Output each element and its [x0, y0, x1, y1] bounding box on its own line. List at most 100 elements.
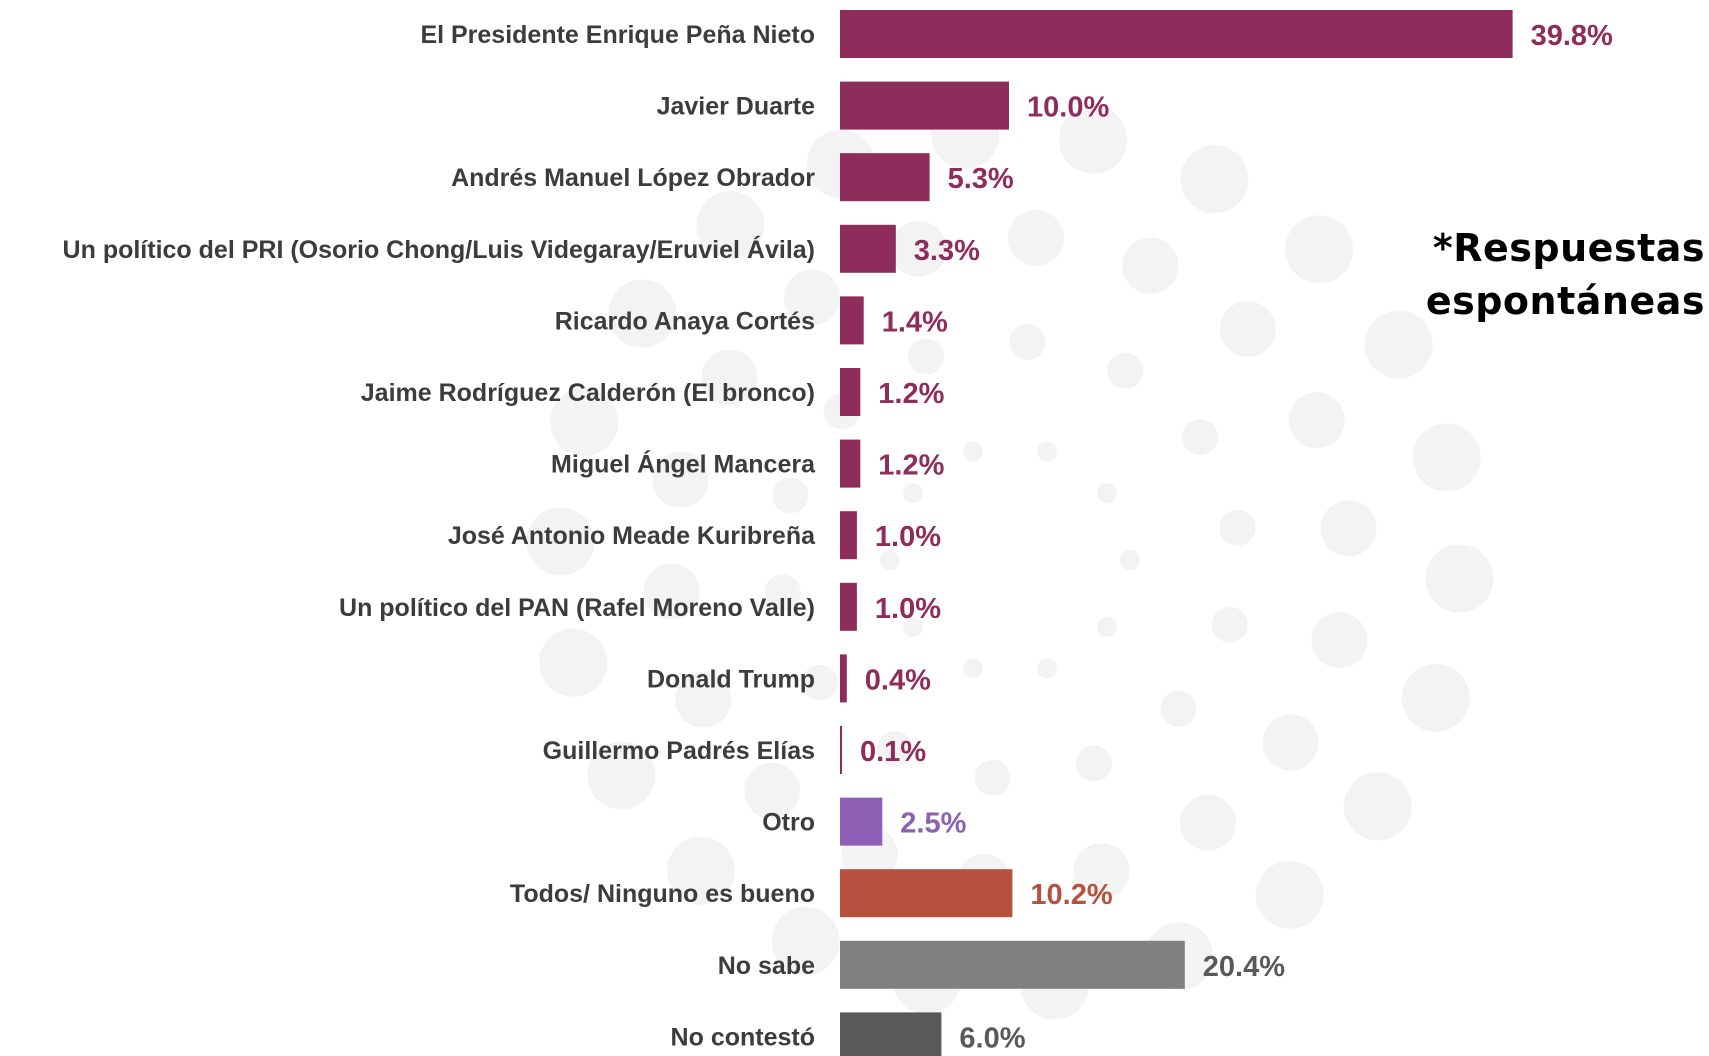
- background-circle: [1059, 105, 1128, 174]
- bar: [840, 10, 1513, 58]
- background-circle: [880, 550, 900, 570]
- bar: [840, 1012, 942, 1056]
- category-label: Ricardo Anaya Cortés: [555, 307, 815, 335]
- note-line-2: espontáneas: [1425, 279, 1705, 323]
- background-circle: [1097, 617, 1118, 637]
- category-label: Miguel Ángel Mancera: [551, 450, 816, 479]
- value-label: 1.2%: [878, 450, 944, 482]
- bar: [840, 81, 1009, 130]
- bar: [840, 797, 883, 846]
- background-circle: [1364, 310, 1433, 379]
- background-circle: [701, 349, 758, 406]
- bar: [840, 296, 864, 345]
- background-circle: [1160, 690, 1197, 727]
- value-label: 10.2%: [1030, 879, 1112, 911]
- note-line-1: *Respuestas: [1432, 226, 1705, 270]
- value-label: 20.4%: [1203, 951, 1285, 983]
- background-circle: [1037, 658, 1058, 679]
- category-label: No contestó: [671, 1023, 815, 1051]
- background-circle: [962, 658, 983, 679]
- background-circle: [1008, 209, 1064, 266]
- background-circle: [652, 451, 709, 508]
- bar: [840, 439, 861, 488]
- background-circle: [1097, 483, 1118, 503]
- background-circle: [526, 507, 595, 576]
- background-circle: [890, 220, 947, 277]
- category-label: Jaime Rodríguez Calderón (El bronco): [361, 379, 815, 407]
- background-circle: [974, 759, 1011, 796]
- background-circle: [1412, 423, 1481, 492]
- category-label: Todos/ Ninguno es bueno: [510, 880, 815, 908]
- bar: [840, 869, 1013, 918]
- value-label: 0.1%: [860, 736, 926, 768]
- value-label: 10.0%: [1027, 92, 1109, 124]
- background-circle: [772, 477, 809, 514]
- background-circle: [1311, 612, 1368, 669]
- category-label: No sabe: [718, 952, 815, 980]
- background-circle: [962, 441, 983, 462]
- background-circle: [1320, 500, 1377, 557]
- background-circle: [1120, 550, 1140, 570]
- background-circle: [1037, 441, 1058, 462]
- value-label: 3.3%: [914, 235, 980, 267]
- background-circle: [902, 483, 923, 503]
- background-circle: [908, 338, 945, 375]
- background-circle: [1009, 324, 1046, 361]
- bar: [840, 726, 842, 774]
- bar: [840, 153, 930, 202]
- value-label: 2.5%: [900, 808, 966, 840]
- background-circle: [1073, 843, 1130, 900]
- background-circle: [587, 741, 656, 810]
- category-label: El Presidente Enrique Peña Nieto: [420, 21, 815, 49]
- background-circle: [675, 671, 732, 728]
- background-circle: [1211, 606, 1248, 643]
- value-label: 0.4%: [865, 664, 931, 696]
- category-label: Guillermo Padrés Elías: [543, 737, 815, 765]
- value-label: 6.0%: [959, 1022, 1025, 1054]
- background-circle: [744, 762, 801, 819]
- background-circle: [1180, 794, 1236, 851]
- background-circle: [784, 269, 840, 326]
- background-circle: [876, 731, 913, 768]
- background-circle: [771, 906, 840, 975]
- background-circle: [1182, 419, 1219, 456]
- category-label: Un político del PRI (Osorio Chong/Luis V…: [63, 235, 815, 264]
- value-label: 39.8%: [1531, 20, 1613, 52]
- value-label: 1.2%: [878, 378, 944, 410]
- category-label: Otro: [762, 809, 815, 837]
- bar: [840, 224, 896, 273]
- bar: [840, 654, 847, 703]
- background-circle: [1122, 237, 1179, 294]
- category-label: Un político del PAN (Rafel Moreno Valle): [339, 594, 815, 622]
- bar: [840, 511, 857, 560]
- background-circle: [1219, 301, 1276, 358]
- background-circle: [764, 574, 801, 611]
- value-label: 1.0%: [875, 593, 941, 625]
- background-circle: [1343, 772, 1412, 841]
- bar: [840, 582, 857, 631]
- category-label: José Antonio Meade Kuribreña: [448, 522, 816, 550]
- bar: [840, 940, 1185, 989]
- background-circle: [1262, 714, 1319, 771]
- value-label: 5.3%: [948, 163, 1014, 195]
- category-label: Javier Duarte: [657, 93, 816, 121]
- background-circle: [608, 279, 677, 348]
- background-circle: [1288, 392, 1345, 449]
- background-circle: [1285, 215, 1354, 284]
- background-circle: [1075, 745, 1112, 782]
- background-circle: [1107, 352, 1144, 389]
- background-circle: [1401, 664, 1470, 732]
- category-label: Donald Trump: [647, 665, 815, 693]
- background-circle: [1255, 860, 1324, 929]
- spontaneous-answers-note: *Respuestas espontáneas: [1345, 222, 1705, 328]
- background-circle: [696, 191, 765, 260]
- background-circle: [550, 388, 619, 456]
- background-circle: [801, 664, 838, 701]
- background-circle: [1425, 544, 1494, 613]
- value-label: 1.4%: [882, 306, 948, 338]
- background-circle: [539, 628, 608, 697]
- background-circle: [1180, 145, 1249, 214]
- bar: [840, 368, 861, 416]
